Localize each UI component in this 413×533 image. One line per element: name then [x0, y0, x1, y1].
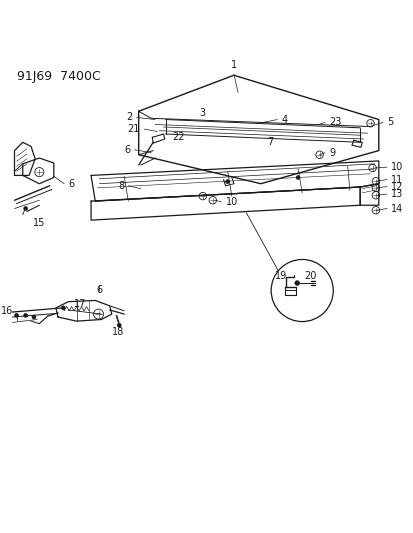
Text: 23: 23 — [328, 117, 341, 127]
Text: 2: 2 — [126, 112, 132, 123]
Text: 20: 20 — [304, 271, 316, 281]
Text: 10: 10 — [225, 197, 237, 207]
Text: 4: 4 — [281, 115, 287, 125]
Circle shape — [32, 315, 36, 319]
Circle shape — [61, 306, 65, 310]
Text: 3: 3 — [199, 108, 205, 118]
Text: 8: 8 — [118, 181, 124, 191]
Text: 9: 9 — [328, 148, 335, 158]
Text: 10: 10 — [390, 162, 403, 172]
Text: 6: 6 — [68, 179, 74, 189]
Text: 21: 21 — [127, 124, 140, 134]
Circle shape — [295, 175, 299, 180]
Circle shape — [294, 280, 299, 286]
Text: 5: 5 — [386, 117, 392, 127]
Text: 12: 12 — [390, 182, 403, 191]
Text: 15: 15 — [33, 217, 45, 228]
Text: 11: 11 — [390, 175, 403, 184]
Text: 1: 1 — [230, 60, 236, 70]
Text: 17: 17 — [74, 299, 86, 309]
Circle shape — [14, 313, 19, 318]
Text: 7: 7 — [266, 138, 273, 147]
Circle shape — [117, 323, 121, 327]
Text: 91J69  7400C: 91J69 7400C — [17, 70, 100, 83]
Text: 13: 13 — [390, 189, 403, 199]
Circle shape — [24, 206, 28, 211]
Text: 6: 6 — [96, 285, 102, 295]
Text: 16: 16 — [1, 306, 13, 316]
Text: 14: 14 — [390, 204, 403, 214]
Text: 6: 6 — [124, 145, 130, 155]
Text: 22: 22 — [172, 132, 185, 142]
Text: 18: 18 — [112, 327, 124, 336]
Circle shape — [24, 313, 28, 318]
Text: 19: 19 — [275, 271, 287, 281]
Circle shape — [225, 180, 229, 184]
